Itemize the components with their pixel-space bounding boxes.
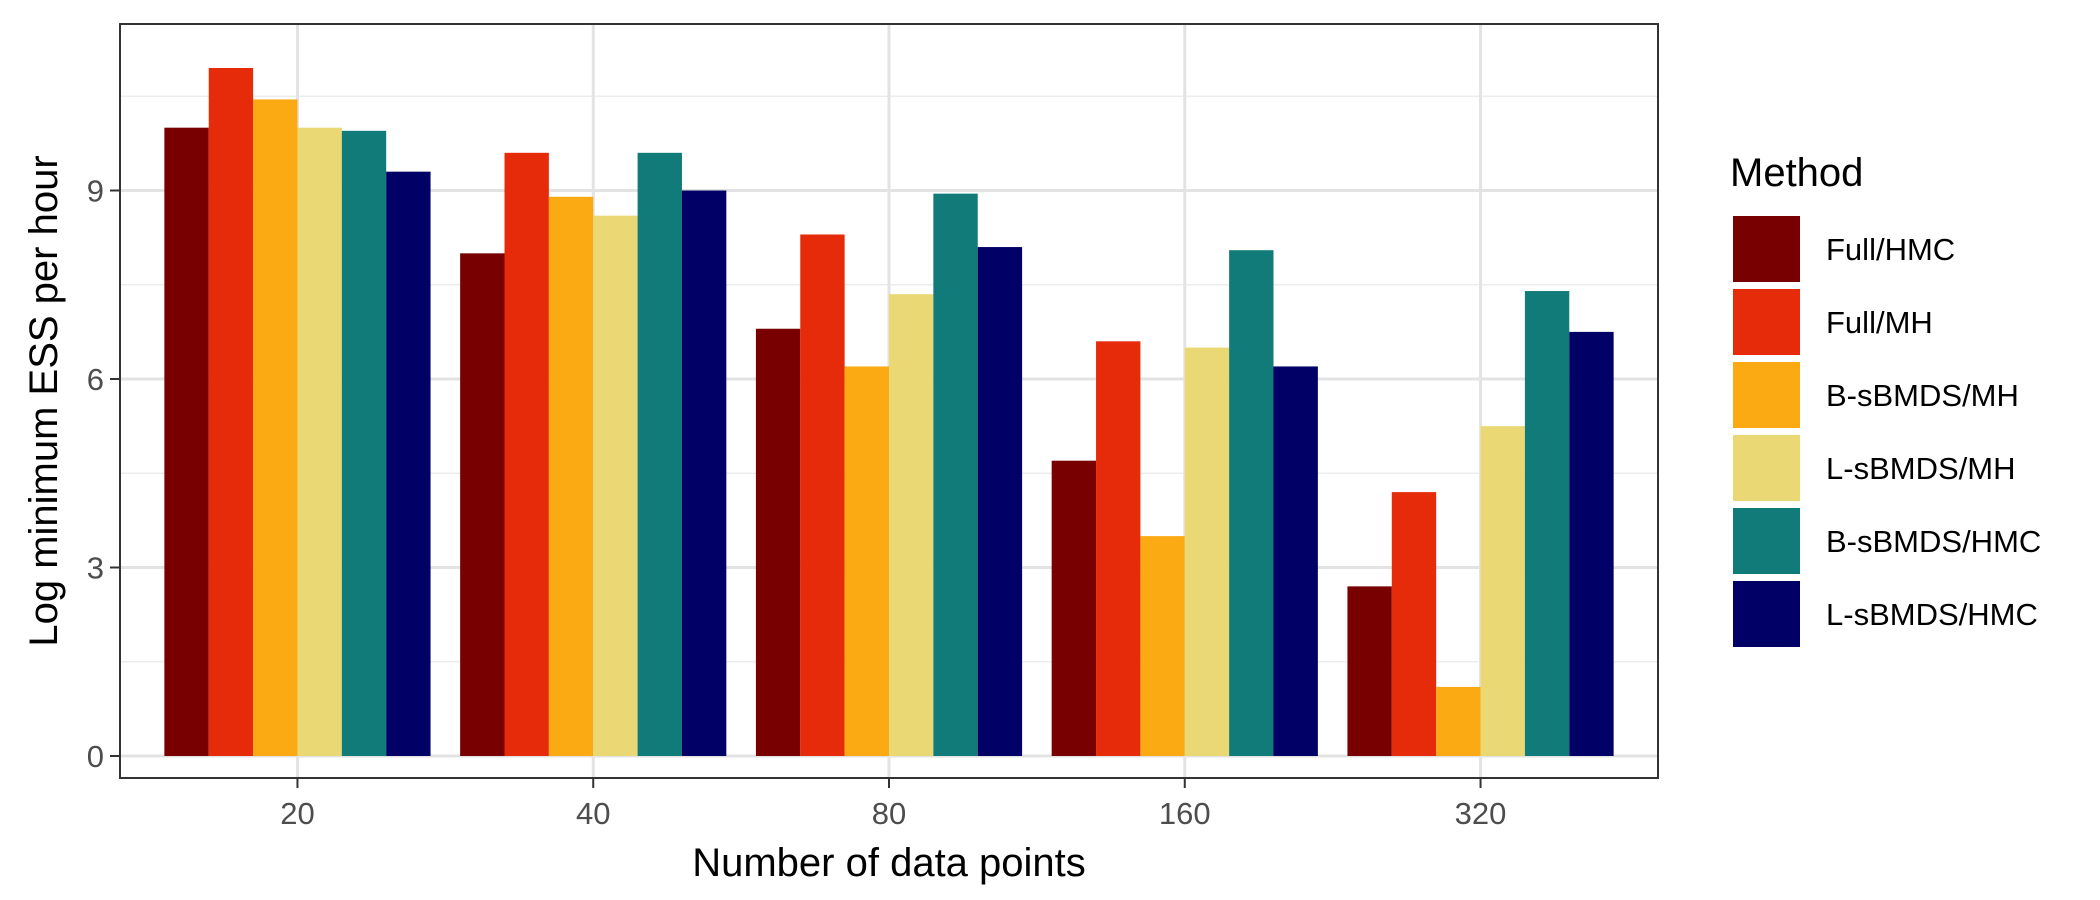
- bar-full-mh-160: [1096, 341, 1141, 757]
- y-axis-title: Log minimum ESS per hour: [22, 155, 66, 646]
- bar-l-sbmds-mh-40: [593, 215, 638, 757]
- bar-b-sbmds-mh-40: [548, 196, 594, 757]
- plot-area: [120, 24, 1658, 778]
- bar-b-sbmds-hmc-40: [637, 152, 682, 757]
- bar-b-sbmds-hmc-80: [933, 193, 978, 757]
- legend-swatch: [1733, 508, 1800, 574]
- x-tick-label: 320: [1455, 796, 1507, 831]
- y-tick-label: 0: [87, 739, 104, 774]
- axes: 0 3 6 9 20 40 80 160 320: [87, 23, 1659, 831]
- legend-item: L-sBMDS/MH: [1733, 435, 2015, 501]
- bar-full-mh-40: [504, 152, 549, 757]
- bar-full-mh-80: [800, 234, 845, 757]
- bar-l-sbmds-hmc-20: [386, 171, 431, 757]
- legend-swatch: [1733, 362, 1800, 428]
- bar-l-sbmds-mh-20: [297, 127, 342, 757]
- legend-swatch: [1733, 289, 1800, 355]
- bar-group-20: [164, 67, 431, 757]
- x-tick-label: 160: [1159, 796, 1211, 831]
- y-tick-label: 6: [87, 362, 104, 397]
- bar-full-hmc-160: [1051, 460, 1097, 757]
- bar-full-hmc-320: [1347, 586, 1392, 757]
- bar-l-sbmds-hmc-320: [1569, 331, 1614, 757]
- legend-item: B-sBMDS/HMC: [1733, 508, 2041, 574]
- x-tick-label: 80: [872, 796, 906, 831]
- bar-b-sbmds-mh-320: [1436, 686, 1481, 757]
- legend-label: Full/HMC: [1826, 232, 1955, 267]
- legend-item: Full/MH: [1733, 289, 1933, 355]
- y-tick-label: 9: [87, 174, 104, 209]
- bar-l-sbmds-hmc-160: [1273, 366, 1318, 757]
- y-tick-label: 3: [87, 551, 104, 586]
- legend-item: L-sBMDS/HMC: [1733, 581, 2038, 647]
- bar-b-sbmds-hmc-160: [1229, 250, 1274, 757]
- bar-full-hmc-20: [164, 127, 209, 757]
- legend-title: Method: [1730, 151, 1863, 195]
- legend: Method Full/HMC Full/MH B-sBMDS/MH L-sBMDS/…: [1730, 151, 2041, 647]
- legend-label: L-sBMDS/HMC: [1826, 597, 2038, 632]
- bar-b-sbmds-mh-20: [253, 99, 298, 757]
- legend-item: Full/HMC: [1733, 216, 1955, 282]
- x-tick-label: 20: [280, 796, 314, 831]
- bar-group-80: [755, 193, 1023, 757]
- legend-label: Full/MH: [1826, 305, 1933, 340]
- bar-full-hmc-80: [755, 328, 801, 757]
- bar-b-sbmds-hmc-20: [341, 130, 387, 757]
- legend-item: B-sBMDS/MH: [1733, 362, 2019, 428]
- bar-b-sbmds-mh-80: [844, 366, 889, 757]
- legend-label: B-sBMDS/HMC: [1826, 524, 2041, 559]
- legend-swatch: [1733, 216, 1800, 282]
- bar-l-sbmds-mh-320: [1480, 426, 1525, 757]
- bar-group-160: [1051, 250, 1318, 757]
- bar-l-sbmds-hmc-80: [977, 247, 1023, 757]
- legend-swatch: [1733, 435, 1800, 501]
- bar-l-sbmds-mh-160: [1184, 347, 1230, 757]
- bar-group-40: [460, 152, 727, 757]
- bar-l-sbmds-mh-80: [889, 294, 934, 757]
- legend-label: L-sBMDS/MH: [1826, 451, 2015, 486]
- bar-full-hmc-40: [460, 253, 505, 757]
- bar-l-sbmds-hmc-40: [681, 190, 727, 757]
- bar-full-mh-20: [208, 67, 254, 757]
- legend-label: B-sBMDS/MH: [1826, 378, 2019, 413]
- x-tick-label: 40: [576, 796, 610, 831]
- bar-b-sbmds-hmc-320: [1524, 291, 1570, 757]
- bar-b-sbmds-mh-160: [1140, 536, 1185, 757]
- bar-full-mh-320: [1391, 492, 1437, 757]
- legend-swatch: [1733, 581, 1800, 647]
- bar-group-320: [1347, 291, 1614, 757]
- x-axis-title: Number of data points: [692, 841, 1086, 885]
